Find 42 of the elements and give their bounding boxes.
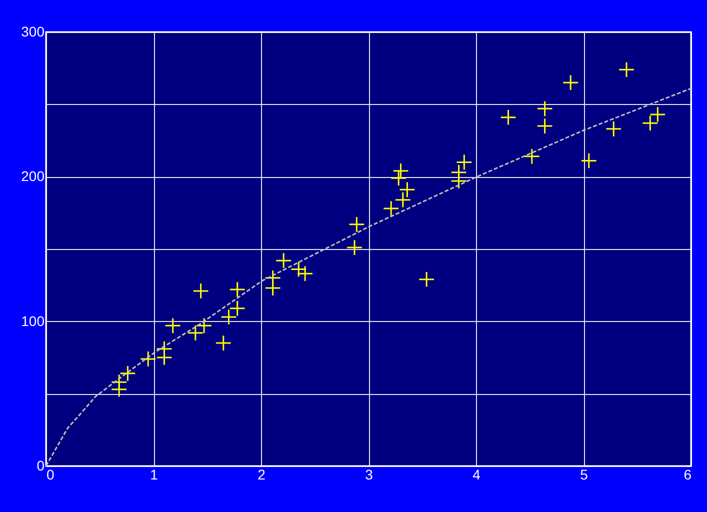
- point: [264, 270, 281, 286]
- point: [562, 74, 579, 91]
- point: [110, 374, 128, 390]
- point: [456, 154, 472, 170]
- point: [605, 120, 622, 138]
- x-tick-label: 4: [472, 466, 481, 482]
- x-tick-label: 6: [684, 466, 692, 482]
- point: [187, 324, 204, 342]
- point: [390, 170, 407, 186]
- x-tick-label: 5: [580, 466, 588, 482]
- point: [500, 109, 516, 126]
- point: [120, 365, 136, 382]
- point: [229, 300, 246, 316]
- point: [418, 271, 435, 288]
- point: [196, 318, 212, 334]
- point: [536, 118, 553, 134]
- point: [140, 350, 156, 368]
- x-tick-label: 2: [258, 466, 266, 482]
- point: [215, 334, 232, 352]
- point: [346, 239, 363, 256]
- point: [536, 100, 553, 117]
- point: [618, 61, 635, 78]
- y-tick-label: 200: [21, 168, 45, 184]
- point: [229, 281, 246, 298]
- y-tick-label: 300: [21, 24, 45, 40]
- point: [642, 114, 658, 132]
- x-tick-label: 1: [150, 466, 158, 482]
- point: [275, 252, 292, 269]
- point: [524, 148, 540, 165]
- x-tick-label: 3: [365, 466, 374, 482]
- point: [220, 308, 237, 326]
- point: [580, 152, 598, 169]
- point: [164, 318, 182, 334]
- point: [450, 164, 467, 180]
- point: [192, 282, 209, 300]
- point: [348, 216, 365, 233]
- point: [392, 162, 409, 180]
- point: [382, 200, 400, 217]
- point: [394, 192, 412, 208]
- point: [399, 182, 416, 198]
- y-tick-label: 100: [21, 312, 45, 329]
- point: [650, 106, 666, 123]
